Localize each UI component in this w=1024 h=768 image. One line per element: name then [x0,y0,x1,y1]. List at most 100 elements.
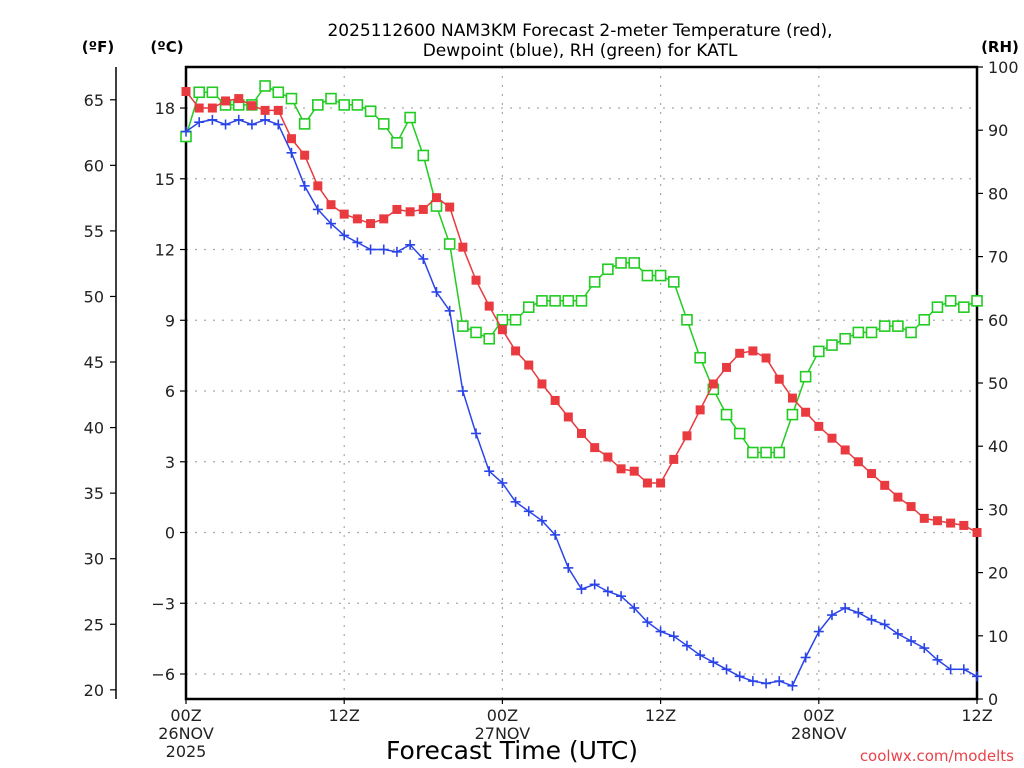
dewpoint-point [550,529,561,540]
temperature-point [431,193,441,203]
celsius-tick-label: −3 [151,594,175,613]
date-tick-label: 27NOV [475,724,531,743]
rh-tick-label: 90 [988,121,1008,140]
time-tick-label: 00Z [803,706,834,725]
temperature-point [946,518,956,528]
rh-point [615,257,627,269]
temperature-series [181,87,982,538]
dewpoint-point [840,602,851,613]
temperature-point [774,374,784,384]
fahrenheit-tick-label: 25 [84,615,104,634]
temperature-point [577,428,586,438]
dewpoint-point [853,607,864,618]
rh-point [404,111,416,124]
temperature-point [366,219,376,229]
celsius-axis: 18 15 12 9 6 3 0 −3 −6 [151,99,186,684]
credit-link[interactable]: coolwx.com/modelts [860,747,1014,765]
fahrenheit-tick-label: 50 [84,287,104,306]
dewpoint-point [194,117,205,128]
dewpoint-point [734,671,745,682]
rh-line [185,85,978,454]
dewpoint-point [721,664,732,675]
rh-point [878,320,891,332]
dewpoint-point [418,253,429,264]
dewpoint-point [602,586,613,597]
rh-point [483,332,496,345]
temperature-point [418,204,428,214]
rh-point [905,326,917,339]
dewpoint-point [220,119,231,130]
celsius-tick-label: 0 [165,524,175,543]
dewpoint-point [629,602,640,613]
rh-point [549,295,561,307]
chart-title-line2: Dewpoint (blue), RH (green) for KATL [423,41,738,61]
celsius-tick-label: 6 [165,382,175,401]
rh-point [826,339,838,351]
temperature-point [932,516,942,526]
temperature-point [642,478,652,488]
temperature-point [352,214,362,224]
temperature-point [972,528,982,538]
dewpoint-point [589,579,600,590]
rh-point [443,238,456,250]
celsius-unit-label: (ºC) [150,38,183,56]
rh-point [971,295,983,307]
dewpoint-point [405,239,416,250]
rh-point [865,326,878,339]
celsius-tick-label: 3 [165,453,175,472]
dewpoint-point [668,631,679,642]
temperature-point [761,353,771,363]
temperature-point [497,325,507,335]
time-tick-label: 12Z [329,706,360,725]
dewpoint-point [352,237,363,248]
rh-point [193,86,205,99]
rh-point [760,446,772,459]
dewpoint-series [181,114,982,691]
temperature-point [537,379,547,389]
dewpoint-point [365,244,376,255]
dewpoint-point [906,635,917,646]
dewpoint-point [761,678,772,689]
temperature-point [563,412,573,422]
temperature-point [906,502,916,512]
dewpoint-point [695,650,706,661]
temperature-point [379,214,389,224]
rh-tick-label: 30 [988,500,1008,519]
dewpoint-point [207,114,218,125]
temperature-point [748,346,758,356]
dewpoint-point [523,506,534,517]
temperature-point [234,94,244,104]
temperature-point [247,101,257,111]
fahrenheit-tick-label: 30 [84,550,104,569]
temperature-point [722,362,732,372]
dewpoint-point [246,119,257,130]
time-tick-label: 12Z [961,706,992,725]
fahrenheit-tick-label: 35 [84,484,104,503]
dewpoint-point [431,286,442,297]
rh-series [180,80,983,459]
temperature-point [919,513,929,523]
rh-point [747,446,759,459]
temperature-point [590,443,600,453]
date-tick-label: 28NOV [791,724,847,743]
rh-point [509,313,522,326]
time-tick-label: 12Z [645,706,676,725]
rh-point [812,345,825,358]
dewpoint-point [972,671,982,682]
rh-point [391,137,403,149]
temperature-point [880,480,890,490]
fahrenheit-tick-label: 40 [84,419,104,438]
dewpoint-point [444,305,455,316]
rh-point [892,320,904,332]
dewpoint-point [326,218,337,229]
rh-point [470,326,482,339]
temperature-point [669,454,679,464]
temperature-point [458,242,468,252]
dewpoint-point [919,643,930,654]
temperature-point [300,150,310,160]
temperature-point [735,348,745,358]
rh-tick-label: 70 [988,248,1008,267]
rh-point [667,276,680,288]
dewpoint-point [800,652,811,663]
rh-point [694,351,706,364]
